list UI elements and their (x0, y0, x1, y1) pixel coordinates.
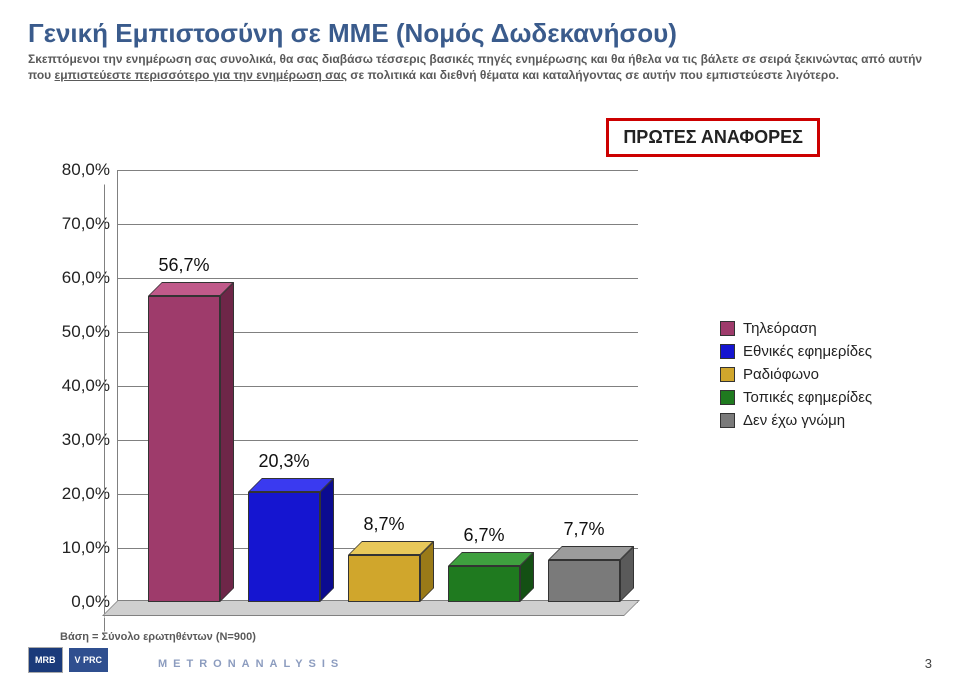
legend-swatch (720, 390, 735, 405)
metronanalysis-logo: METRONANALYSIS (158, 658, 344, 670)
legend-label: Εθνικές εφημερίδες (743, 343, 872, 360)
bar-3 (448, 566, 520, 602)
legend-swatch (720, 321, 735, 336)
ytick-label: 30,0% (50, 430, 110, 450)
chart-legend: Τηλεόραση Εθνικές εφημερίδες Ραδιόφωνο Τοπι… (720, 320, 910, 435)
bar-value-label: 8,7% (334, 514, 434, 535)
gridline (118, 224, 638, 225)
gridline (118, 278, 638, 279)
bar-1 (248, 492, 320, 602)
legend-label: Ραδιόφωνο (743, 366, 819, 383)
legend-swatch (720, 367, 735, 382)
mrb-logo: MRB (28, 647, 63, 673)
legend-label: Τηλεόραση (743, 320, 817, 337)
bar-chart: 80,0% 70,0% 60,0% 50,0% 40,0% 30,0% 20,0… (50, 170, 910, 610)
legend-label: Τοπικές εφημερίδες (743, 389, 872, 406)
bar-2 (348, 555, 420, 602)
bar-value-label: 7,7% (534, 519, 634, 540)
vprc-logo: V PRC (69, 648, 109, 672)
legend-swatch (720, 344, 735, 359)
legend-item: Ραδιόφωνο (720, 366, 910, 383)
legend-item: Τηλεόραση (720, 320, 910, 337)
page-footer: MRB V PRC METRONANALYSIS 3 (28, 649, 932, 673)
bar-0 (148, 296, 220, 602)
highlight-badge: ΠΡΩΤΕΣ ΑΝΑΦΟΡΕΣ (606, 118, 820, 157)
ytick-label: 70,0% (50, 214, 110, 234)
gridline (118, 170, 638, 171)
legend-item: Εθνικές εφημερίδες (720, 343, 910, 360)
subtitle-mid: σε πολιτικά και διεθνή θέματα και καταλή… (347, 68, 839, 82)
ytick-label: 0,0% (50, 592, 110, 612)
chart-floor (102, 600, 640, 616)
page-number: 3 (925, 656, 932, 671)
ytick-label: 80,0% (50, 160, 110, 180)
question-text: Σκεπτόμενοι την ενημέρωση σας συνολικά, … (28, 51, 932, 83)
legend-swatch (720, 413, 735, 428)
legend-label: Δεν έχω γνώμη (743, 412, 845, 429)
ytick-label: 10,0% (50, 538, 110, 558)
bar-value-label: 6,7% (434, 525, 534, 546)
ytick-label: 40,0% (50, 376, 110, 396)
legend-item: Τοπικές εφημερίδες (720, 389, 910, 406)
plot-area: 56,7% 20,3% 8,7%6,7%7,7% (118, 170, 638, 602)
bar-4 (548, 560, 620, 602)
ytick-label: 60,0% (50, 268, 110, 288)
ytick-label: 20,0% (50, 484, 110, 504)
base-footnote: Βάση = Σύνολο ερωτηθέντων (Ν=900) (60, 631, 256, 643)
ytick-label: 50,0% (50, 322, 110, 342)
page-title: Γενική Εμπιστοσύνη σε ΜΜΕ (Νομός Δωδεκαν… (28, 18, 932, 49)
bar-value-label: 56,7% (134, 255, 234, 276)
subtitle-underline: εμπιστεύεστε περισσότερο για την ενημέρω… (55, 68, 347, 82)
legend-item: Δεν έχω γνώμη (720, 412, 910, 429)
bar-value-label: 20,3% (234, 451, 334, 472)
